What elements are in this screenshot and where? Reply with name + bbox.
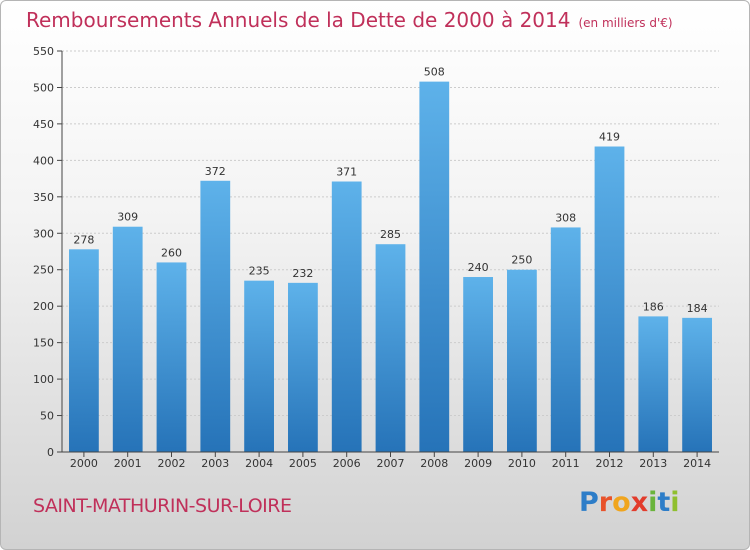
bar-value-label: 371 — [336, 166, 357, 179]
x-tick-label: 2006 — [333, 457, 361, 470]
bar-value-label: 260 — [161, 246, 182, 259]
x-tick-label: 2004 — [245, 457, 273, 470]
bar-value-label: 186 — [643, 300, 664, 313]
bar — [288, 282, 318, 452]
brand-letter: t — [657, 487, 671, 518]
bar-value-label: 232 — [292, 267, 313, 280]
bar — [244, 280, 274, 452]
bar-value-label: 235 — [249, 265, 270, 278]
y-tick-label: 250 — [33, 264, 54, 277]
chart-title: Remboursements Annuels de la Dette de 20… — [26, 8, 571, 32]
y-tick-label: 550 — [33, 45, 54, 58]
commune-name: SAINT-MATHURIN-SUR-LOIRE — [33, 495, 292, 517]
bars — [69, 81, 712, 453]
bar — [69, 249, 99, 452]
x-tick-label: 2013 — [639, 457, 667, 470]
x-tick-label: 2007 — [377, 457, 405, 470]
bar — [331, 181, 362, 453]
brand-letter: x — [630, 487, 649, 518]
y-tick-label: 350 — [33, 191, 54, 204]
y-tick-label: 200 — [33, 300, 54, 313]
bar-value-label: 309 — [117, 211, 138, 224]
bar-value-label: 184 — [687, 302, 708, 315]
bar-value-label: 278 — [73, 233, 94, 246]
bar — [550, 227, 581, 452]
brand-letter: i — [670, 487, 680, 518]
bar — [156, 262, 187, 452]
data-labels: 278 309 260 372 235 232 371 285 508 240 250 308 419 1… — [73, 66, 707, 315]
brand-text: Proxiti — [579, 487, 680, 518]
x-tick-label: 2011 — [552, 457, 580, 470]
x-tick-label: 2005 — [289, 457, 317, 470]
x-tick-label: 2014 — [683, 457, 711, 470]
axes: 0 50 100 150 200 250 300 350 400 450 500 550 2000 200… — [33, 45, 719, 470]
y-tick-label: 500 — [33, 81, 54, 94]
bar-value-label: 240 — [468, 261, 489, 274]
y-tick-label: 50 — [40, 410, 54, 423]
x-tick-label: 2008 — [420, 457, 448, 470]
bar-value-label: 419 — [599, 131, 620, 144]
bar — [463, 277, 493, 452]
bar — [200, 180, 231, 452]
bar — [682, 317, 712, 452]
brand-letter: i — [648, 487, 658, 518]
x-tick-label: 2010 — [508, 457, 536, 470]
bar-value-label: 508 — [424, 66, 445, 79]
bar — [507, 269, 537, 452]
bar-value-label: 250 — [511, 254, 532, 267]
bar — [112, 226, 143, 452]
y-tick-label: 100 — [33, 373, 54, 386]
chart-unit: (en milliers d'€) — [578, 16, 673, 30]
bar — [375, 244, 406, 452]
x-tick-label: 2001 — [114, 457, 142, 470]
bar-value-label: 285 — [380, 228, 401, 241]
bar-value-label: 372 — [205, 165, 226, 178]
bar — [638, 316, 669, 452]
bar-value-label: 308 — [555, 211, 576, 224]
proxiti-logo[interactable]: Proxiti — [579, 487, 680, 518]
brand-letter: r — [598, 487, 613, 518]
x-tick-label: 2002 — [158, 457, 186, 470]
chart-title-row: Remboursements Annuels de la Dette de 20… — [26, 8, 673, 32]
bar — [594, 146, 625, 452]
x-tick-label: 2009 — [464, 457, 492, 470]
bar — [419, 81, 450, 452]
brand-letter: P — [579, 487, 599, 518]
x-tick-label: 2012 — [596, 457, 624, 470]
y-tick-label: 150 — [33, 337, 54, 350]
x-tick-label: 2003 — [201, 457, 229, 470]
brand-letter: o — [612, 487, 631, 518]
y-tick-label: 400 — [33, 154, 54, 167]
y-tick-label: 0 — [47, 446, 54, 459]
y-tick-label: 300 — [33, 227, 54, 240]
y-tick-label: 450 — [33, 118, 54, 131]
x-tick-label: 2000 — [70, 457, 98, 470]
